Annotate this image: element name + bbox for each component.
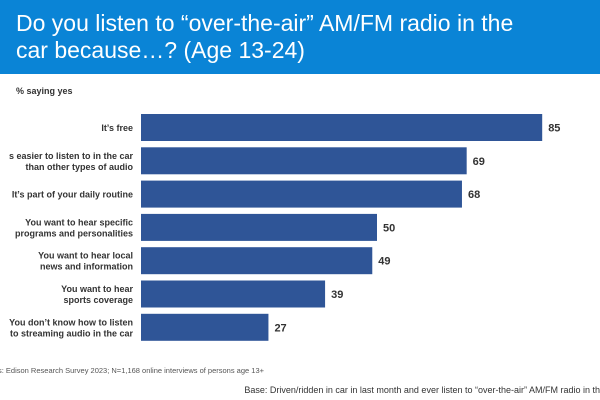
chart-subtitle: % saying yes bbox=[16, 86, 73, 96]
bar-4 bbox=[141, 247, 373, 275]
category-label-4-line-0: You want to hear local bbox=[38, 251, 133, 261]
category-label-6-line-1: to streaming audio in the car bbox=[10, 328, 134, 338]
page-title-line-2: car because…? (Age 13-24) bbox=[16, 37, 305, 63]
page-title: Do you listen to “over-the-air” AM/FM ra… bbox=[16, 10, 596, 64]
bar-3 bbox=[141, 213, 377, 241]
source-footnote: s: Edison Research Survey 2023; N=1,168 … bbox=[0, 366, 264, 375]
bar-1 bbox=[141, 147, 467, 175]
category-label-1-line-1: than other types of audio bbox=[25, 162, 133, 172]
bar-value-label-3: 50 bbox=[383, 222, 395, 234]
bar-value-label-2: 68 bbox=[468, 189, 480, 201]
category-label-5-line-0: You want to hear bbox=[61, 284, 133, 294]
category-label-2-line-0: It’s part of your daily routine bbox=[12, 190, 133, 200]
bar-chart: 85 It’s free 69 s easier to listen to in th… bbox=[9, 114, 560, 341]
bar-value-label-5: 39 bbox=[331, 289, 343, 301]
category-label-1-line-0: s easier to listen to in the car bbox=[9, 151, 134, 161]
bar-5 bbox=[141, 280, 326, 308]
category-label-4-line-1: news and information bbox=[40, 262, 133, 272]
bar-value-label-0: 85 bbox=[548, 123, 560, 135]
bar-value-label-6: 27 bbox=[274, 322, 286, 334]
bar-6 bbox=[141, 313, 269, 341]
bar-2 bbox=[141, 180, 462, 208]
category-label-0-line-0: It’s free bbox=[101, 123, 133, 133]
category-label-3-line-1: programs and personalities bbox=[15, 228, 133, 238]
base-note: Base: Driven/ridden in car in last month… bbox=[244, 385, 600, 395]
title-banner: Do you listen to “over-the-air” AM/FM ra… bbox=[0, 0, 600, 74]
bar-value-label-4: 49 bbox=[378, 256, 390, 268]
page-title-line-1: Do you listen to “over-the-air” AM/FM ra… bbox=[16, 10, 514, 36]
bar-value-label-1: 69 bbox=[473, 156, 485, 168]
bar-0 bbox=[141, 114, 543, 141]
category-label-6-line-0: You don’t know how to listen bbox=[9, 317, 133, 327]
category-label-5-line-1: sports coverage bbox=[63, 295, 133, 305]
category-label-3-line-0: You want to hear specific bbox=[25, 217, 133, 227]
